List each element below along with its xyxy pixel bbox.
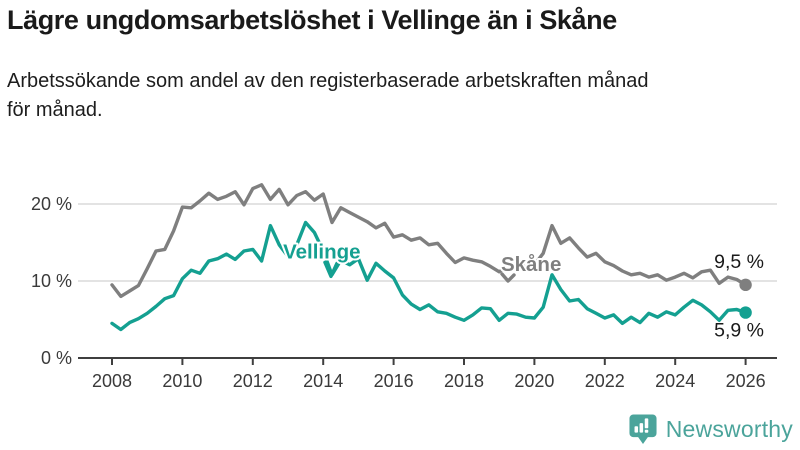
bar-medium	[639, 422, 643, 433]
series-label-arrow-icon	[500, 272, 516, 283]
unemployment-line-chart: 0 % 10 % 20 % 2008 2010 2012 2014 2016 2018 2020 2…	[31, 183, 777, 391]
series-inline-label-skne: Skåne	[501, 253, 561, 276]
chart-subtitle-line2: för månad.	[7, 99, 103, 121]
x-axis-tick-label: 2020	[514, 371, 554, 391]
exclamation-bar	[644, 417, 649, 428]
newsworthy-wordmark: Newsworthy	[665, 415, 793, 442]
series-end-dot-vellinge	[739, 306, 752, 319]
bar-small	[634, 425, 638, 433]
x-axis-tick-label: 2026	[726, 371, 766, 391]
newsworthy-speech-bubble-chart-icon	[629, 414, 657, 444]
x-axis-tick-label: 2024	[655, 371, 695, 391]
chart-subtitle: Arbetssökande som andel av den registerb…	[7, 67, 649, 125]
series-inline-label-vellinge: Vellinge	[283, 241, 360, 264]
series-end-dot-skne	[739, 278, 752, 292]
x-axis-tick-label: 2018	[444, 371, 484, 391]
exclamation-dot	[644, 429, 649, 433]
x-axis-tick-label: 2008	[92, 371, 132, 391]
x-axis-tick-label: 2010	[162, 371, 202, 391]
x-axis-tick-label: 2022	[585, 371, 625, 391]
y-axis-tick-label: 20 %	[31, 194, 72, 214]
chart-subtitle-line1: Arbetssökande som andel av den registerb…	[7, 70, 649, 92]
y-axis-tick-label: 10 %	[31, 271, 72, 291]
y-axis-tick-label: 0 %	[41, 348, 72, 368]
x-axis-tick-label: 2014	[303, 371, 343, 391]
series-end-value-label: 9,5 %	[714, 251, 764, 273]
newsworthy-logo: Newsworthy	[629, 412, 793, 446]
series-line-vellinge	[110, 220, 748, 332]
series-line-skne	[110, 183, 748, 299]
series-label-arrow-icon	[323, 260, 339, 279]
series-end-value-label: 5,9 %	[714, 320, 764, 342]
x-axis-tick-label: 2016	[374, 371, 414, 391]
chart-title: Lägre ungdomsarbetslöshet i Vellinge än …	[7, 5, 617, 35]
x-axis-tick-label: 2012	[233, 371, 273, 391]
